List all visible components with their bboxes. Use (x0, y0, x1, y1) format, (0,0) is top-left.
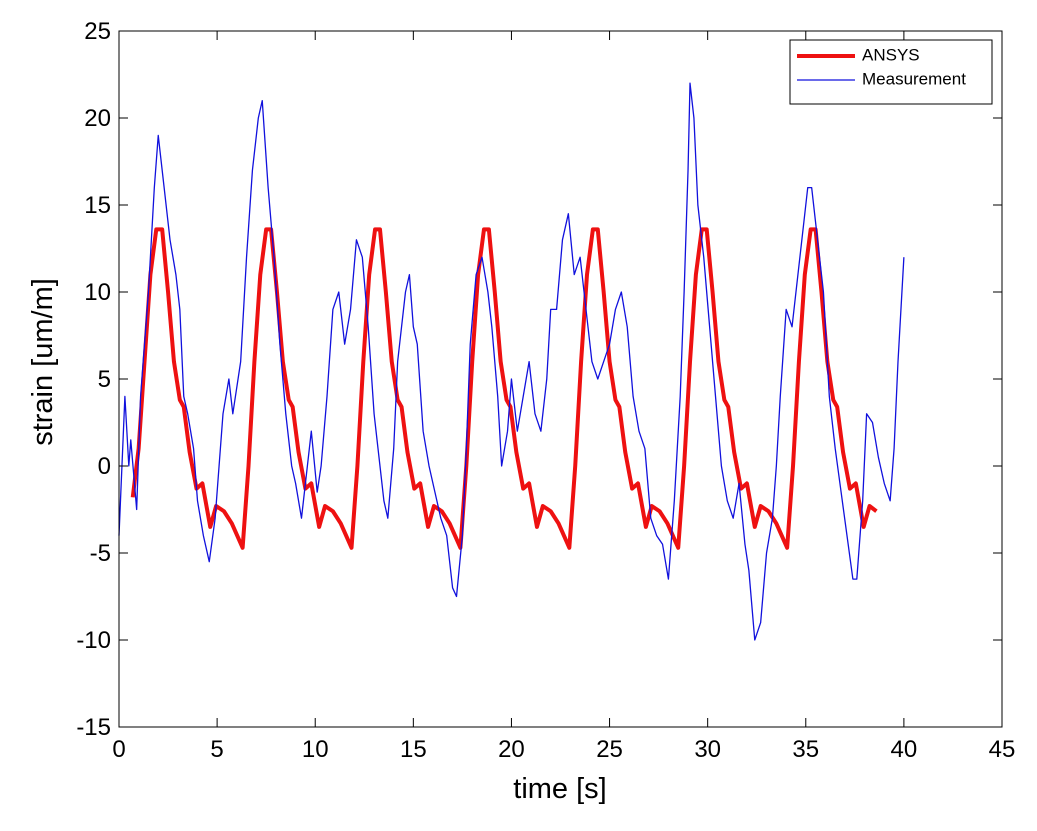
x-tick-label: 35 (792, 736, 819, 763)
y-tick-label: 5 (98, 366, 111, 393)
x-tick-label: 20 (498, 736, 525, 763)
data-line (130, 227, 878, 550)
legend-box (789, 39, 993, 105)
y-tick-label: -5 (90, 540, 111, 567)
y-tick-label: 0 (98, 453, 111, 480)
legend-label: Measurement (862, 69, 966, 88)
data-line (118, 82, 905, 641)
x-tick-label: 15 (400, 736, 427, 763)
x-axis-label: time [s] (513, 773, 606, 805)
y-tick-label: 20 (84, 105, 111, 132)
x-tick-label: 0 (112, 736, 125, 763)
x-tick-label: 5 (210, 736, 223, 763)
y-tick-label: -10 (76, 627, 111, 654)
x-tick-label: 10 (302, 736, 329, 763)
y-tick-label: -15 (76, 714, 111, 741)
y-tick-label: 15 (84, 192, 111, 219)
y-tick-label: 10 (84, 279, 111, 306)
x-tick-label: 45 (989, 736, 1016, 763)
y-axis-label: strain [um/m] (27, 278, 59, 446)
y-tick-label: 25 (84, 18, 111, 45)
legend-label: ANSYS (862, 45, 920, 64)
x-tick-label: 30 (694, 736, 721, 763)
x-tick-label: 25 (596, 736, 623, 763)
x-tick-label: 40 (891, 736, 918, 763)
